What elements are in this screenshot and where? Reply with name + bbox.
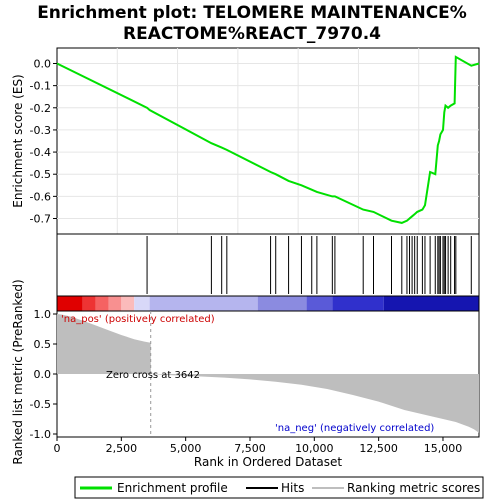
es-tick-label: 0.0 [34, 58, 52, 71]
es-tick-label: -0.1 [30, 80, 51, 93]
color-bar-segment [82, 296, 96, 311]
legend-hits-label: Hits [281, 481, 304, 495]
metric-y-axis-label: Ranked list metric (PreRanked) [11, 279, 25, 464]
x-tick-label: 7,500 [234, 442, 266, 455]
ranked-metric-area [57, 314, 479, 433]
es-tick-label: -0.7 [30, 213, 51, 226]
zero-cross-annotation: Zero cross at 3642 [106, 370, 200, 381]
es-y-axis-label: Enrichment score (ES) [11, 74, 25, 207]
color-bar-segment [121, 296, 135, 311]
metric-tick-label: -0.5 [30, 398, 51, 411]
es-tick-label: -0.3 [30, 124, 51, 137]
x-tick-label: 15,000 [424, 442, 463, 455]
color-bar-segment [257, 296, 307, 311]
es-y-axis-ticks: 0.0 -0.1 -0.2 -0.3 -0.4 -0.5 -0.6 -0.7 [30, 58, 57, 226]
legend-enrichment-label: Enrichment profile [117, 481, 228, 495]
es-grid [57, 48, 479, 234]
metric-tick-label: -1.0 [30, 428, 51, 441]
x-tick-label: 12,500 [359, 442, 398, 455]
pos-annotation: 'na_pos' (positively correlated) [61, 314, 215, 325]
metric-tick-label: 0.0 [34, 368, 52, 381]
x-tick-label: 10,000 [295, 442, 334, 455]
hits-marks [146, 236, 480, 294]
legend-box [74, 476, 484, 499]
es-tick-label: -0.5 [30, 168, 51, 181]
es-tick-label: -0.2 [30, 102, 51, 115]
hits-panel-frame [56, 233, 480, 297]
enrichment-profile-line [56, 55, 480, 224]
es-panel-frame [56, 47, 480, 235]
chart-title-line1: Enrichment plot: TELOMERE MAINTENANCE% [37, 3, 467, 23]
es-tick-label: -0.4 [30, 146, 51, 159]
x-axis-label: Rank in Ordered Dataset [194, 455, 342, 469]
color-bar-segment [134, 296, 150, 311]
color-bar-segment [57, 296, 83, 311]
color-bar-segment [108, 296, 122, 311]
rank-color-bar [56, 295, 480, 312]
metric-y-axis-ticks: 1.0 0.5 0.0 -0.5 -1.0 [30, 308, 57, 441]
color-bar-segment [383, 296, 479, 311]
es-tick-label: -0.6 [30, 190, 51, 203]
color-bar-segment [306, 296, 333, 311]
x-tick-label: 5,000 [170, 442, 202, 455]
neg-annotation: 'na_neg' (negatively correlated) [275, 423, 434, 434]
metric-tick-label: 0.5 [34, 338, 52, 351]
chart-title-line2: REACTOME%REACT_7970.4 [123, 24, 381, 44]
x-tick-label: 2,500 [106, 442, 138, 455]
color-bar-segment [95, 296, 109, 311]
color-bar-segment [332, 296, 384, 311]
color-bar-segment [149, 296, 258, 311]
legend-metric-label: Ranking metric scores [347, 481, 480, 495]
x-axis-ticks: 0 2,500 5,000 7,500 10,000 12,500 15,000 [54, 437, 463, 455]
metric-tick-label: 1.0 [34, 308, 52, 321]
x-tick-label: 0 [54, 442, 61, 455]
